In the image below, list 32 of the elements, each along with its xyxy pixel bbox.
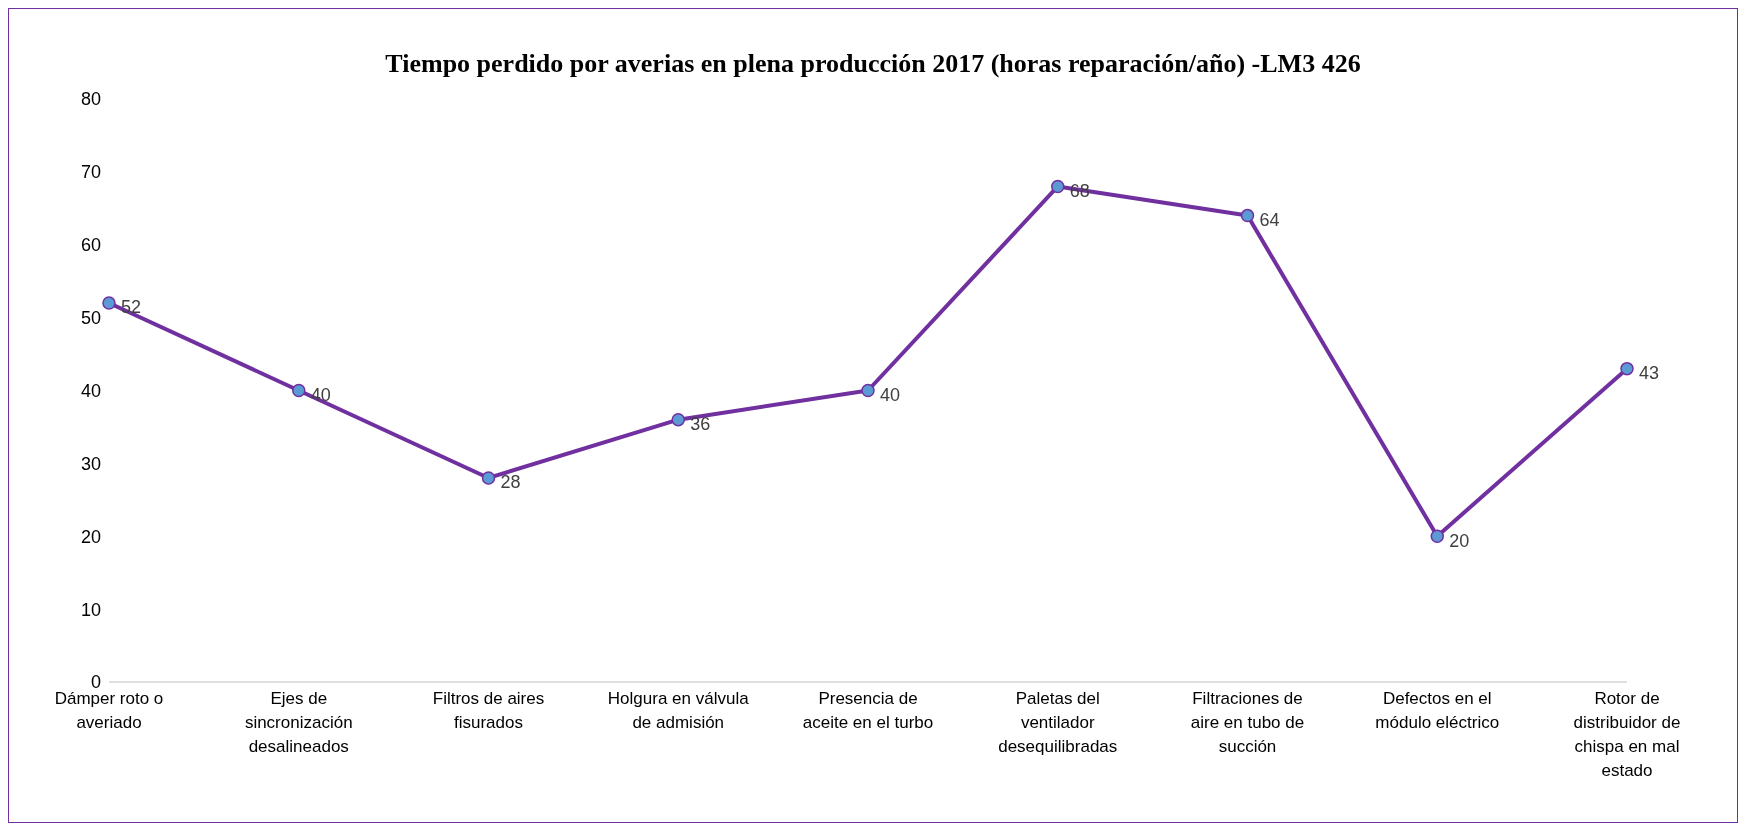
- point: [102, 296, 116, 310]
- y-tick-label: 30: [80, 453, 101, 474]
- y-tick-label: 70: [80, 162, 101, 183]
- x-tick-label: Rotor de distribuidor de chispa en mal estado: [1573, 689, 1681, 780]
- point: [1620, 361, 1634, 376]
- y-tick-label: 20: [80, 526, 101, 547]
- y-tick-label: 40: [80, 380, 101, 401]
- data-label: 20: [1449, 530, 1470, 551]
- point: [481, 471, 496, 485]
- data-label: 43: [1639, 363, 1660, 384]
- point: [292, 383, 306, 398]
- point: [1430, 529, 1444, 543]
- point: [861, 383, 875, 398]
- y-tick-label: 50: [80, 308, 101, 329]
- x-tick-label: Defectos en el módulo eléctrico: [1375, 689, 1500, 732]
- x-tick-label: Holgura en válvula de admisión: [607, 689, 750, 732]
- x-tick-label: Paletas del ventilador desequilibradas: [998, 689, 1118, 756]
- data-label: 28: [500, 472, 521, 493]
- x-tick-label: Filtraciones de aire en tubo de succión: [1190, 689, 1305, 756]
- y-tick-label: 80: [80, 89, 101, 110]
- x-tick-label: Filtros de aires fisurados: [432, 689, 545, 732]
- point: [1051, 179, 1065, 194]
- y-tick-label: 10: [80, 599, 101, 620]
- chart-title: Tiempo perdido por averias en plena producción 2017 (horas reparación/año) -LM3 426: [384, 49, 1362, 79]
- data-label: 64: [1259, 209, 1280, 230]
- x-tick-label: Presencia de aceite en el turbo: [802, 689, 934, 732]
- data-label: 36: [690, 414, 711, 435]
- point: [1240, 208, 1255, 223]
- x-tick-label: Ejes de sincronización desalineados: [244, 689, 353, 756]
- point: [671, 412, 685, 427]
- data-label: 40: [880, 384, 901, 405]
- y-tick-label: 60: [80, 235, 101, 256]
